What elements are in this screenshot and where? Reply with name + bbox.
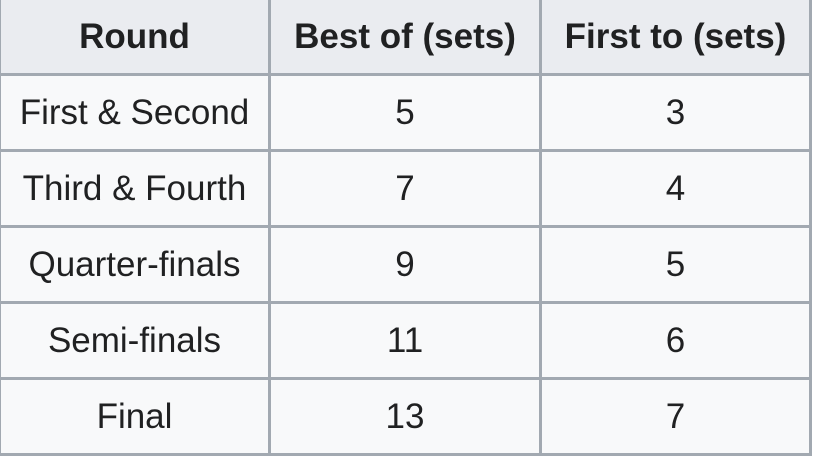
best-of-cell: 13 <box>268 377 542 456</box>
header-row: Round Best of (sets) First to (sets) <box>0 0 812 76</box>
table-row: Semi-finals 11 6 <box>0 301 812 380</box>
header-first-to: First to (sets) <box>539 0 812 76</box>
best-of-cell: 9 <box>268 225 542 304</box>
table-row: First & Second 5 3 <box>0 73 812 152</box>
best-of-cell: 5 <box>268 73 542 152</box>
first-to-cell: 3 <box>539 73 812 152</box>
round-cell: Final <box>0 377 271 456</box>
best-of-cell: 11 <box>268 301 542 380</box>
first-to-cell: 5 <box>539 225 812 304</box>
header-best-of: Best of (sets) <box>268 0 542 76</box>
first-to-cell: 4 <box>539 149 812 228</box>
first-to-cell: 6 <box>539 301 812 380</box>
round-cell: Quarter-finals <box>0 225 271 304</box>
first-to-cell: 7 <box>539 377 812 456</box>
table-row: Quarter-finals 9 5 <box>0 225 812 304</box>
round-cell: First & Second <box>0 73 271 152</box>
round-cell: Third & Fourth <box>0 149 271 228</box>
header-round: Round <box>0 0 271 76</box>
table-row: Final 13 7 <box>0 377 812 456</box>
table-row: Third & Fourth 7 4 <box>0 149 812 228</box>
round-cell: Semi-finals <box>0 301 271 380</box>
best-of-cell: 7 <box>268 149 542 228</box>
